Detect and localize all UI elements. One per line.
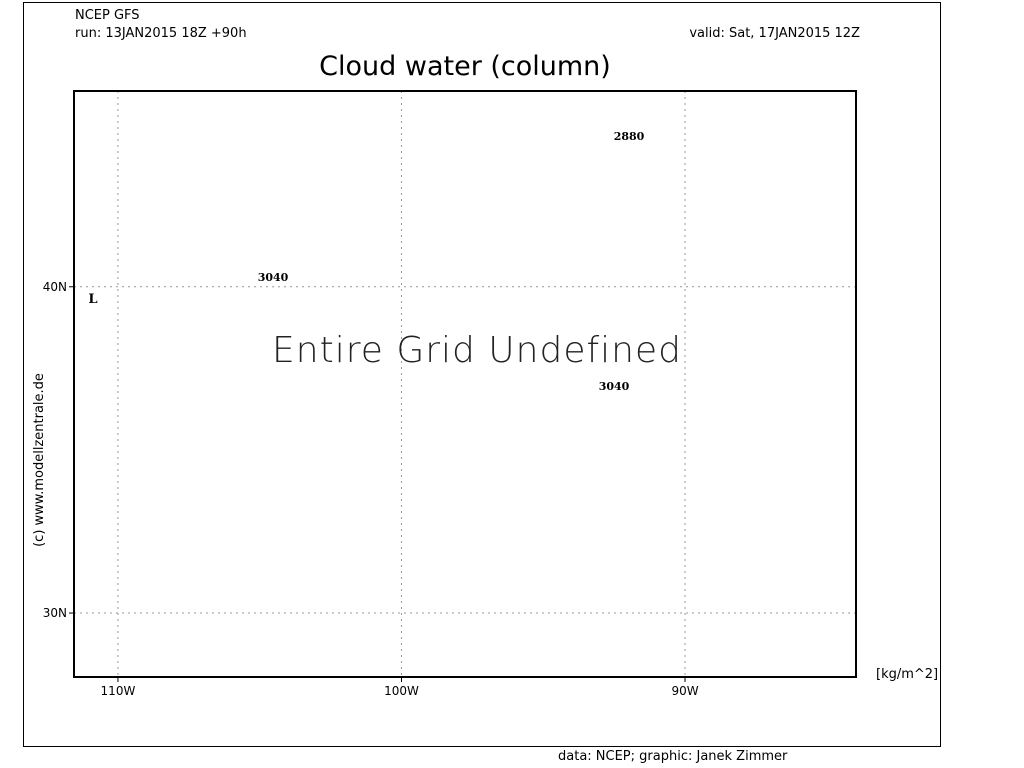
y-tick-label: 30N [43, 606, 67, 620]
outer-border [23, 2, 941, 747]
valid-info: valid: Sat, 17JAN2015 12Z [689, 26, 860, 41]
run-info: run: 13JAN2015 18Z +90h [75, 26, 247, 41]
model-name: NCEP GFS [75, 8, 140, 23]
map-frame [73, 90, 857, 678]
grid-group [69, 91, 856, 682]
contour-label: 2880 [614, 130, 645, 143]
contour-label: 3040 [599, 380, 630, 393]
map-title: Cloud water (column) [319, 51, 611, 82]
footer: data: NCEP; graphic: Janek Zimmer [558, 749, 788, 764]
credit: (c) www.modellzentrale.de [32, 373, 47, 547]
y-tick-label: 40N [43, 280, 67, 294]
unit-label: [kg/m^2] [876, 667, 938, 682]
x-tick-label: 100W [384, 684, 419, 698]
x-tick-label: 90W [671, 684, 698, 698]
undefined-message: Entire Grid Undefined [272, 330, 682, 371]
contour-label: 3040 [258, 271, 289, 284]
x-tick-label: 110W [101, 684, 136, 698]
low-marker: L [88, 292, 97, 307]
